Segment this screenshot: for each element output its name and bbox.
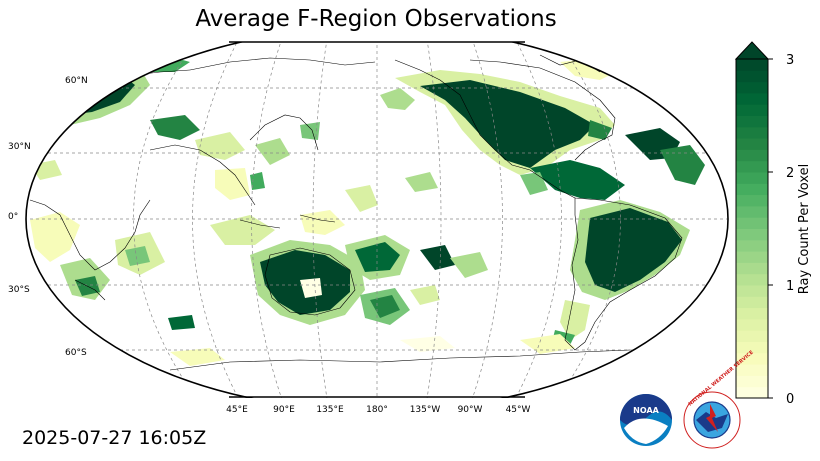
colorbar-band: [736, 81, 768, 94]
colorbar-band: [736, 160, 768, 173]
colorbar-ticks: 0 1 2 3: [768, 53, 794, 407]
colorbar-band: [736, 296, 768, 309]
colorbar-band: [736, 149, 768, 162]
colorbar-band: [736, 330, 768, 342]
density-africa: [30, 212, 80, 262]
lat-label-30n: 30°N: [8, 142, 31, 152]
colorbar-band: [736, 194, 768, 207]
colorbar-band: [736, 172, 768, 184]
colorbar-band: [736, 183, 768, 196]
map-outline: [25, 42, 729, 398]
density-central-america: [530, 160, 625, 200]
lon-label-90w: 90°W: [458, 405, 483, 415]
colorbar-frame: [735, 58, 769, 399]
colorbar-band: [736, 70, 768, 83]
density-south-america-core: [585, 208, 682, 292]
lon-label-90e: 90°E: [273, 405, 295, 415]
colorbar-band: [736, 364, 768, 376]
colorbar-band: [736, 386, 768, 399]
colorbar-band: [736, 59, 768, 71]
lon-label-135w: 135°W: [410, 405, 441, 415]
lon-label-180: 180°: [366, 405, 388, 415]
colorbar-band: [736, 126, 768, 139]
colorbar-tick-label: 2: [786, 166, 794, 181]
lon-label-45e: 45°E: [226, 405, 248, 415]
colorbar-band: [736, 239, 768, 252]
colorbar-band: [736, 307, 768, 320]
colorbar-band: [736, 375, 768, 388]
latitude-labels: 60°N 30°N 0° 30°S 60°S: [8, 76, 88, 358]
density-alaska: [380, 88, 415, 110]
colorbar-band: [736, 228, 768, 241]
colorbar-band: [736, 262, 768, 275]
lat-label-0: 0°: [8, 212, 18, 222]
colorbar-band: [736, 273, 768, 286]
colorbar-band: [736, 104, 768, 116]
lat-label-60n: 60°N: [65, 76, 88, 86]
colorbar-band: [736, 285, 768, 297]
colorbar-bands: [736, 59, 768, 399]
map-title: Average F-Region Observations: [195, 6, 557, 32]
noaa-logo: NOAA: [620, 394, 672, 446]
colorbar-band: [736, 138, 768, 150]
valid-time-stamp: 2025-07-27 16:05Z: [22, 427, 207, 449]
colorbar-band: [736, 205, 768, 218]
longitude-labels: 45°E 90°E 135°E 180° 135°W 90°W 45°W: [226, 405, 530, 415]
colorbar-label: Ray Count Per Voxel: [797, 164, 812, 294]
colorbar: 0 1 2 3 Ray Count Per Voxel: [734, 41, 812, 407]
colorbar-band: [736, 115, 768, 128]
lat-label-30s: 30°S: [8, 285, 30, 295]
colorbar-band: [736, 92, 768, 105]
lat-label-60s: 60°S: [65, 348, 87, 358]
graticule: [26, 42, 728, 398]
colorbar-band: [736, 352, 768, 365]
lon-label-45w: 45°W: [506, 405, 531, 415]
colorbar-tick-label: 1: [786, 279, 794, 294]
colorbar-band: [736, 318, 768, 331]
colorbar-extend-arrow: [734, 41, 770, 60]
colorbar-band: [736, 341, 768, 354]
colorbar-band: [736, 217, 768, 229]
colorbar-tick-label: 3: [786, 53, 794, 68]
lon-label-135e: 135°E: [316, 405, 344, 415]
colorbar-band: [736, 251, 768, 263]
noaa-logo-text: NOAA: [633, 406, 659, 415]
colorbar-tick-label: 0: [786, 392, 794, 407]
